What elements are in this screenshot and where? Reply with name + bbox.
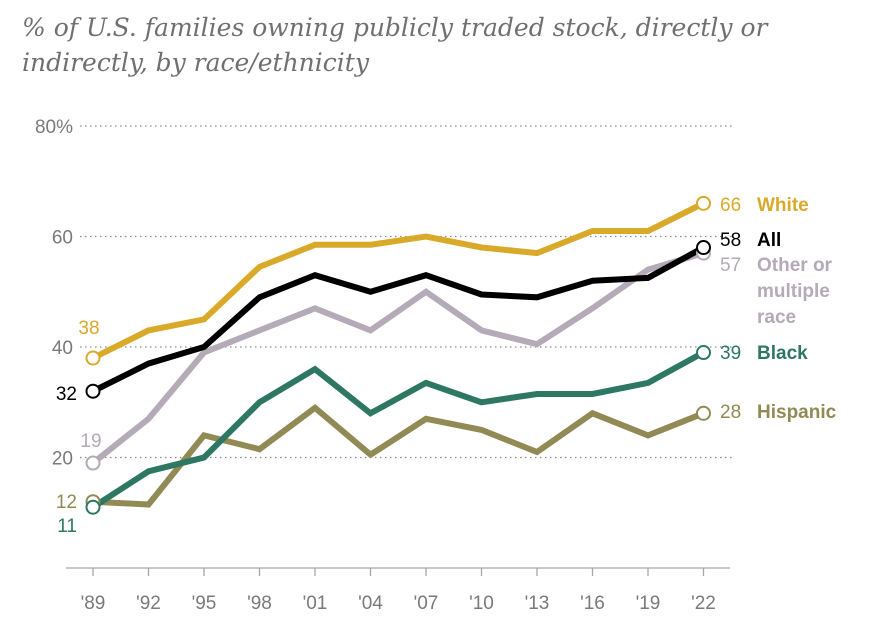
hispanic-end-marker bbox=[696, 405, 711, 421]
series-lines bbox=[91, 200, 705, 510]
x-tick-label: '22 bbox=[691, 593, 716, 614]
white-start-value-label: 38 bbox=[78, 318, 99, 339]
all-start-marker bbox=[85, 383, 101, 399]
y-tick-label: 80% bbox=[35, 117, 73, 138]
hispanic-series-line bbox=[92, 403, 705, 508]
black-end-marker bbox=[696, 345, 711, 361]
black-start-marker bbox=[85, 499, 101, 515]
endpoint-markers bbox=[85, 195, 711, 515]
black-start-value-label: 11 bbox=[57, 516, 77, 537]
other-start-marker bbox=[85, 455, 101, 471]
x-axis: '89 '92 '95 '98 '01 '04 '07 '10 '13 '16 '19 '22 bbox=[66, 567, 730, 614]
other-end-value-label: 57 bbox=[720, 255, 741, 276]
x-tick-label: '89 bbox=[81, 593, 106, 614]
all-series-name-label: All bbox=[757, 230, 781, 251]
y-tick-label: 60 bbox=[52, 228, 73, 249]
series-name-line: multiple bbox=[757, 281, 830, 302]
all-series-line bbox=[91, 244, 705, 394]
other-series-name-label: Other or multiple race bbox=[757, 255, 833, 328]
y-axis-ticks: 20 40 60 80% bbox=[35, 117, 73, 470]
black-series-name-label: Black bbox=[757, 343, 808, 364]
white-end-value-label: 66 bbox=[720, 195, 741, 216]
value-labels: 38 66 White 32 58 All 19 57 Other or multiple race… bbox=[56, 195, 837, 537]
x-tick-label: '16 bbox=[580, 593, 605, 614]
black-series-line bbox=[91, 349, 705, 510]
chart-title: % of U.S. families owning publicly trade… bbox=[22, 13, 768, 77]
gridlines bbox=[80, 125, 732, 459]
white-start-marker bbox=[85, 350, 101, 366]
hispanic-start-value-label: 12 bbox=[56, 492, 77, 513]
hispanic-series-name-label: Hispanic bbox=[757, 402, 837, 423]
x-tick-label: '95 bbox=[192, 593, 217, 614]
white-end-marker bbox=[696, 195, 711, 211]
white-series-name-label: White bbox=[757, 195, 809, 216]
all-end-value-label: 58 bbox=[720, 230, 741, 251]
hispanic-end-value-label: 28 bbox=[720, 402, 741, 423]
black-end-value-label: 39 bbox=[720, 343, 741, 364]
x-tick-label: '92 bbox=[136, 593, 161, 614]
all-end-marker bbox=[696, 240, 711, 256]
x-tick-label: '98 bbox=[247, 593, 272, 614]
white-series-line bbox=[91, 200, 705, 361]
y-tick-label: 40 bbox=[52, 338, 73, 359]
series-name-line: Other or bbox=[757, 255, 833, 276]
x-tick-label: '13 bbox=[525, 593, 550, 614]
x-tick-label: '04 bbox=[358, 593, 383, 614]
other-series-line bbox=[91, 250, 705, 466]
series-name-line: race bbox=[757, 307, 796, 328]
x-tick-label: '07 bbox=[414, 593, 439, 614]
x-tick-label: '01 bbox=[303, 593, 328, 614]
all-start-value-label: 32 bbox=[56, 384, 77, 405]
x-tick-label: '19 bbox=[636, 593, 661, 614]
y-tick-label: 20 bbox=[52, 449, 73, 470]
x-tick-label: '10 bbox=[469, 593, 494, 614]
other-start-value-label: 19 bbox=[80, 431, 101, 452]
